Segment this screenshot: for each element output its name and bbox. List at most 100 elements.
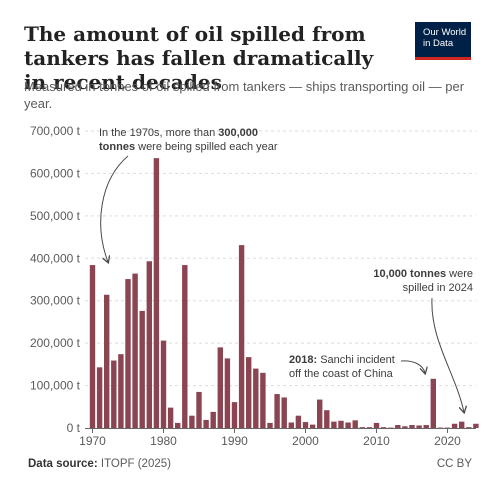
- bar-1994[interactable]: [260, 372, 266, 428]
- bar-2018[interactable]: [430, 378, 436, 428]
- bar-2021[interactable]: [451, 423, 458, 428]
- annotation-1970s-emphasis-2: tonnes: [99, 141, 135, 153]
- owid-logo[interactable]: Our World in Data: [415, 22, 471, 60]
- annotation-sanchi-text: Sanchi incident: [317, 354, 395, 366]
- bar-2000[interactable]: [302, 422, 309, 428]
- bar-2012[interactable]: [388, 427, 394, 429]
- bar-2009[interactable]: [366, 427, 373, 428]
- bar-2008[interactable]: [359, 427, 365, 428]
- svg-text:2018: Sanchi incident: 2018: Sanchi incident: [289, 354, 395, 366]
- bar-2006[interactable]: [345, 422, 351, 428]
- data-source-value[interactable]: ITOPF (2025): [100, 458, 171, 470]
- annotation-sanchi: 2018: Sanchi incident off the coast of C…: [289, 354, 425, 380]
- bar-2024[interactable]: [473, 423, 479, 428]
- x-tick-label: 1970: [79, 434, 106, 448]
- svg-text:10,000 tonnes were: 10,000 tonnes were: [373, 268, 473, 280]
- axes: 0 t 100,000 t 200,000 t 300,000 t 400,000 t 5…: [30, 124, 476, 448]
- bar-2022[interactable]: [459, 421, 465, 428]
- chart-subtitle: Measured in tonnes of oil spilled from t…: [24, 79, 465, 111]
- bar-1989[interactable]: [224, 358, 231, 428]
- bar-1978[interactable]: [146, 261, 152, 428]
- annotation-1970s-arrow: [100, 155, 129, 262]
- license-label[interactable]: CC BY: [436, 458, 472, 470]
- annotation-sanchi-emphasis: 2018:: [289, 354, 317, 366]
- annotation-1970s-emphasis: 300,000: [218, 127, 258, 139]
- bar-2003[interactable]: [324, 410, 330, 428]
- annotation-latest-text: were: [446, 268, 473, 280]
- y-tick-label: 0 t: [67, 421, 81, 435]
- bar-1997[interactable]: [281, 397, 287, 428]
- logo-line-2: in Data: [423, 38, 454, 49]
- bar-2001[interactable]: [309, 424, 316, 428]
- bar-1993[interactable]: [253, 368, 259, 428]
- x-tick-label: 2020: [434, 434, 461, 448]
- bar-1992[interactable]: [246, 357, 252, 428]
- bar-1981[interactable]: [167, 407, 174, 428]
- bar-1970[interactable]: [89, 265, 96, 428]
- y-tick-label: 400,000 t: [30, 251, 81, 265]
- bar-2023[interactable]: [466, 427, 472, 428]
- bar-1995[interactable]: [267, 422, 273, 428]
- bar-1980[interactable]: [160, 340, 167, 428]
- bar-chart: 0 t 100,000 t 200,000 t 300,000 t 400,000 t 5…: [30, 124, 479, 448]
- annotation-latest: 10,000 tonnes were spilled in 2024: [373, 268, 473, 412]
- annotation-1970s-text: In the 1970s, more than: [99, 127, 218, 139]
- y-tick-label: 300,000 t: [30, 294, 81, 308]
- bar-2005[interactable]: [338, 420, 344, 428]
- bar-1987[interactable]: [210, 411, 216, 428]
- bar-1973[interactable]: [111, 360, 117, 428]
- bar-1999[interactable]: [295, 415, 302, 428]
- bar-1971[interactable]: [96, 367, 103, 428]
- svg-text:off the coast of China: off the coast of China: [289, 368, 394, 380]
- annotation-1970s: In the 1970s, more than 300,000 tonnes w…: [99, 127, 278, 262]
- bar-1979[interactable]: [153, 158, 160, 428]
- y-tick-label: 200,000 t: [30, 336, 81, 350]
- x-tick-label: 1980: [150, 434, 177, 448]
- bar-1975[interactable]: [125, 279, 131, 428]
- bar-2016[interactable]: [416, 425, 422, 428]
- data-source-label: Data source:: [28, 458, 98, 470]
- bar-2002[interactable]: [317, 399, 323, 428]
- svg-text:tonnes were being spilled each: tonnes were being spilled each year: [99, 141, 278, 153]
- bar-2015[interactable]: [409, 425, 415, 428]
- bar-1982[interactable]: [175, 422, 181, 428]
- bar-1984[interactable]: [189, 415, 195, 428]
- x-tick-label: 2010: [363, 434, 390, 448]
- y-tick-label: 100,000 t: [30, 379, 81, 393]
- annotation-sanchi-arrow: [400, 360, 425, 373]
- bar-1988[interactable]: [217, 347, 223, 428]
- svg-text:spilled in 2024: spilled in 2024: [403, 282, 473, 294]
- bar-1985[interactable]: [196, 391, 202, 428]
- bar-1977[interactable]: [139, 310, 145, 428]
- bar-2019[interactable]: [437, 427, 444, 429]
- bar-2010[interactable]: [373, 422, 380, 428]
- svg-text:In the 1970s, more than 300,00: In the 1970s, more than 300,000: [99, 127, 258, 139]
- logo-line-1: Our World: [423, 27, 467, 38]
- bar-2014[interactable]: [402, 426, 408, 428]
- bar-1996[interactable]: [274, 394, 280, 428]
- annotation-latest-arrow: [431, 297, 464, 412]
- bar-2020[interactable]: [444, 427, 451, 429]
- bar-2004[interactable]: [331, 421, 337, 428]
- bar-1986[interactable]: [203, 419, 209, 428]
- bar-2017[interactable]: [423, 425, 429, 428]
- bar-2007[interactable]: [352, 420, 358, 428]
- bar-1991[interactable]: [238, 245, 245, 428]
- data-source: Data source: ITOPF (2025): [28, 458, 171, 470]
- chart-title: The amount of oil spilled from tankers h…: [24, 22, 374, 94]
- annotation-latest-emphasis: 10,000 tonnes: [373, 268, 446, 280]
- bar-1998[interactable]: [288, 422, 294, 428]
- y-tick-label: 700,000 t: [30, 124, 81, 138]
- bar-2011[interactable]: [380, 427, 387, 428]
- bar-2013[interactable]: [395, 425, 401, 428]
- bar-1976[interactable]: [132, 273, 138, 428]
- bar-1974[interactable]: [118, 354, 124, 428]
- bar-1972[interactable]: [104, 294, 110, 428]
- x-tick-label: 1990: [221, 434, 248, 448]
- bar-1990[interactable]: [231, 402, 238, 428]
- y-tick-label: 600,000 t: [30, 166, 81, 180]
- gridlines: [85, 130, 476, 387]
- annotation-1970s-text-2: were being spilled each year: [135, 141, 278, 153]
- bar-1983[interactable]: [182, 265, 188, 428]
- bars: [89, 158, 479, 429]
